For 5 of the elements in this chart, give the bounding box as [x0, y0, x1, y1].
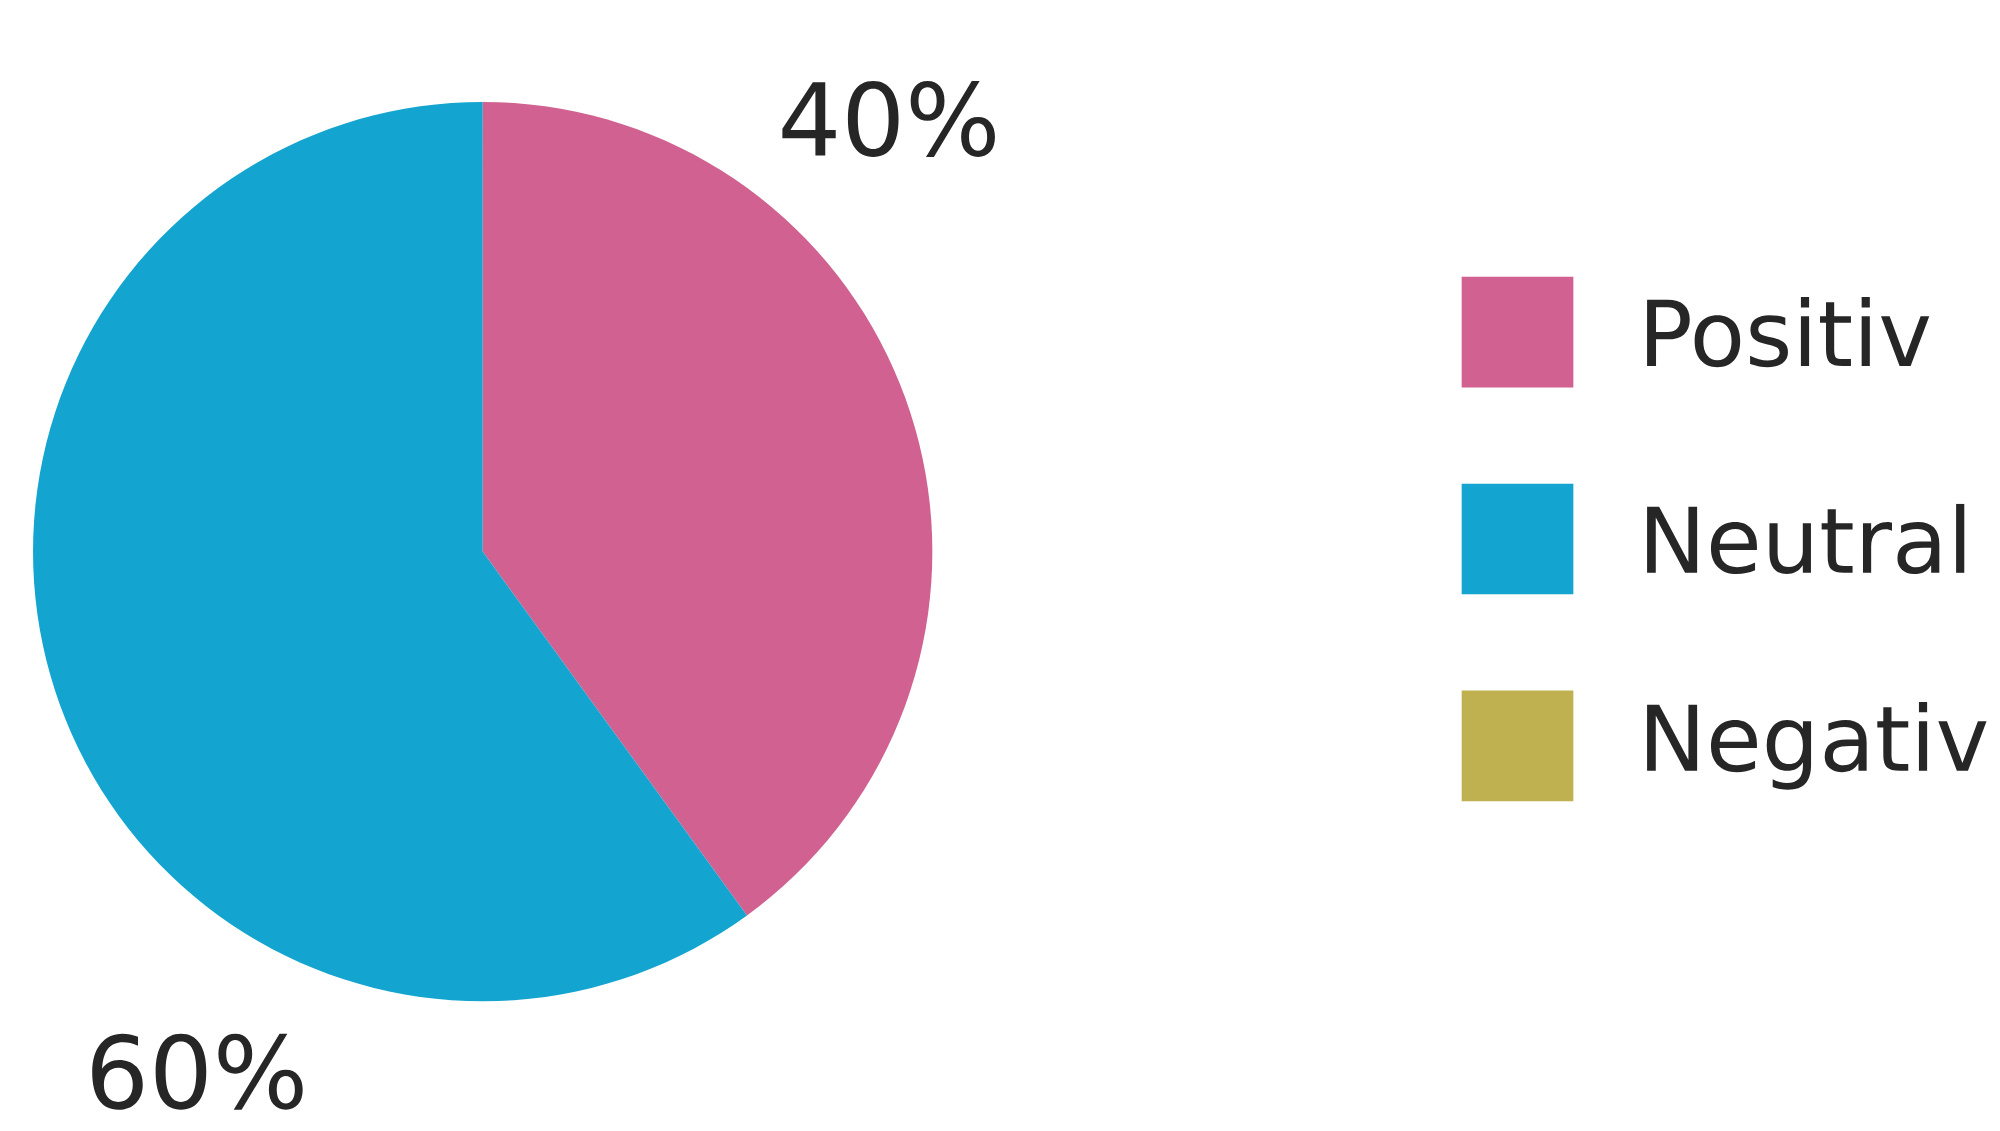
legend-label: Neutral [1647, 503, 1965, 574]
legend-label: Positiv [1647, 296, 1930, 367]
data-label: 60% [92, 1033, 303, 1110]
legend-label: Negativ [1647, 701, 1987, 790]
data-label: 40% [782, 80, 995, 157]
